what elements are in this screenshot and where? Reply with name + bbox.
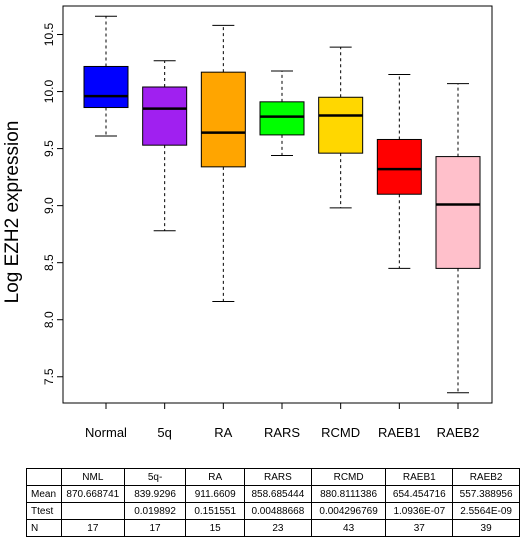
y-axis: 7.5 8.0 8.5 9.0 9.5 10.0 10.5 (42, 23, 63, 385)
table-row: N 17 17 15 23 43 37 39 (26, 519, 520, 537)
table-cell: 1.0936E-07 (385, 502, 454, 520)
summary-table: NML 5q- RA RARS RCMD RAEB1 RAEB2 Mean 87… (26, 468, 520, 537)
row-label: Mean (26, 485, 62, 503)
table-cell: 2.5564E-09 (452, 502, 520, 520)
x-tick-label: Normal (85, 425, 127, 440)
table-cell: 858.685444 (244, 485, 312, 503)
table-header-cell: 5q- (123, 468, 187, 486)
table-cell: 880.8111386 (310, 485, 387, 503)
table-header-cell: RA (185, 468, 245, 486)
box-series (83, 15, 481, 394)
table-header-cell: NML (60, 468, 125, 486)
table-cell: 870.668741 (60, 485, 125, 503)
boxplot-chart: 7.5 8.0 8.5 9.0 9.5 10.0 10.5 Normal 5q RA RARS RC… (2, 5, 493, 440)
table-cell: 911.6609 (185, 485, 245, 503)
box-rars (259, 70, 305, 156)
x-tick-label: 5q (157, 425, 171, 440)
y-tick-label: 10.0 (42, 80, 56, 104)
box-raeb2 (435, 83, 481, 394)
table-cell: 0.004296769 (310, 502, 387, 520)
iqr-box (83, 65, 129, 109)
table-cell: 654.454716 (385, 485, 454, 503)
table-cell: 39 (452, 519, 520, 537)
table-cell: 0.00488668 (244, 502, 312, 520)
x-tick-label: RA (214, 425, 232, 440)
box-raeb1 (376, 73, 422, 269)
table-header-cell: RCMD (310, 468, 387, 486)
iqr-box (318, 96, 364, 154)
x-tick-label: RARS (264, 425, 300, 440)
table-header-cell: RARS (244, 468, 312, 486)
table-header-cell: RAEB2 (452, 468, 520, 486)
table-cell: 17 (60, 519, 125, 537)
table-cell: 0.019892 (123, 502, 187, 520)
table-cell: 839.9296 (123, 485, 187, 503)
table-cell: 43 (310, 519, 387, 537)
iqr-box (259, 101, 305, 136)
plot-frame (62, 5, 493, 404)
row-label: N (26, 519, 62, 537)
box-5q (142, 60, 188, 232)
iqr-box (142, 86, 188, 146)
table-cell (60, 502, 125, 520)
y-tick-label: 10.5 (42, 23, 56, 47)
table-header-cell (26, 468, 62, 486)
table-cell: 23 (244, 519, 312, 537)
y-tick-label: 9.5 (42, 140, 56, 157)
table-cell: 37 (385, 519, 454, 537)
x-axis-labels: Normal 5q RA RARS RCMD RAEB1 RAEB2 (85, 403, 479, 440)
table-row: Mean 870.668741 839.9296 911.6609 858.68… (26, 485, 520, 503)
iqr-box (376, 138, 422, 195)
x-tick-label: RAEB2 (437, 425, 480, 440)
x-tick-label: RAEB1 (378, 425, 421, 440)
table-header-cell: RAEB1 (385, 468, 454, 486)
y-tick-label: 7.5 (42, 368, 56, 385)
x-tick-label: RCMD (321, 425, 360, 440)
box-ra (200, 24, 246, 302)
y-tick-label: 8.0 (42, 311, 56, 328)
iqr-box (200, 71, 246, 168)
table-cell: 557.388956 (452, 485, 520, 503)
iqr-box (435, 156, 481, 269)
table-header-row: NML 5q- RA RARS RCMD RAEB1 RAEB2 (26, 468, 520, 486)
y-axis-label: Log EZH2 expression (2, 121, 23, 304)
table-cell: 17 (123, 519, 187, 537)
y-tick-label: 8.5 (42, 254, 56, 271)
row-label: Ttest (26, 502, 62, 520)
table-row: Ttest 0.019892 0.151551 0.00488668 0.004… (26, 502, 520, 520)
table-cell: 0.151551 (185, 502, 245, 520)
y-tick-label: 9.0 (42, 197, 56, 214)
table-cell: 15 (185, 519, 245, 537)
box-normal (83, 15, 129, 137)
box-rcmd (318, 46, 364, 209)
